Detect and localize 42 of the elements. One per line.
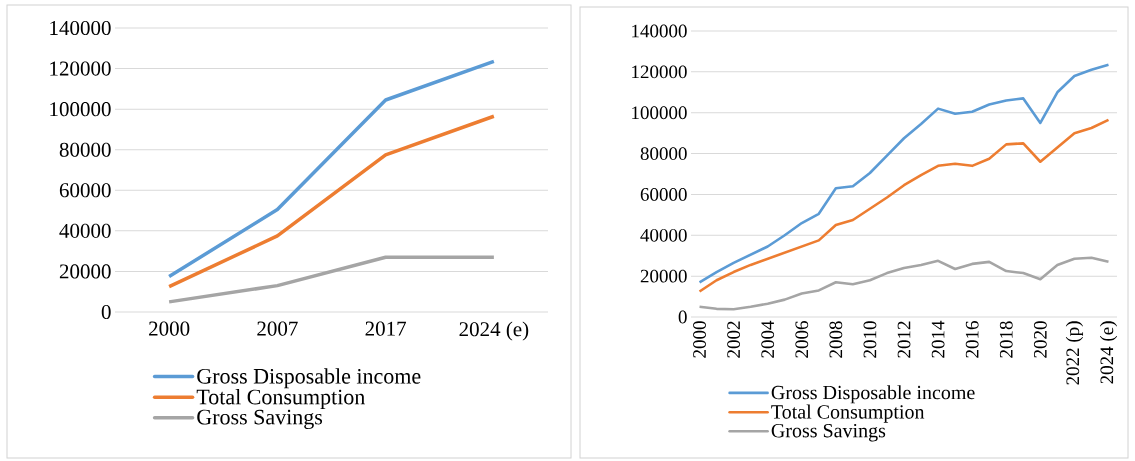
x-tick-label: 2017 (365, 321, 407, 336)
x-tick-label: 2018 (999, 321, 1013, 358)
y-tick-label: 80000 (640, 147, 687, 160)
line-series (167, 59, 496, 279)
y-tick-label: 140000 (632, 24, 687, 38)
y-tick-label: 0 (101, 304, 111, 320)
legend-label: Total Consumption (196, 388, 365, 409)
x-tick-label: 2012 (897, 321, 911, 358)
x-tick-label: 2008 (829, 321, 843, 358)
y-tick-label: 120000 (632, 65, 687, 79)
legend-label: Gross Disposable income (197, 368, 421, 389)
y-tick-label: 120000 (50, 61, 111, 76)
x-tick-label: 2022 (p) (1065, 321, 1084, 385)
legend-label: Gross Disposable income (771, 385, 975, 404)
y-tick-label: 140000 (50, 20, 111, 36)
y-tick-label: 100000 (50, 102, 111, 117)
legend-label: Gross Savings (197, 409, 323, 430)
y-tick-label: 60000 (640, 188, 687, 201)
y-tick-label: 40000 (59, 223, 111, 238)
y-tick-label: 100000 (632, 106, 687, 120)
line-series (167, 114, 496, 289)
y-tick-label: 60000 (59, 183, 111, 198)
y-tick-label: 20000 (59, 264, 111, 279)
x-tick-label: 2000 (149, 321, 190, 336)
y-tick-label: 80000 (59, 142, 111, 157)
y-tick-label: 40000 (640, 228, 687, 242)
x-tick-label: 2004 (761, 320, 775, 358)
x-tick-label: 2020 (1033, 321, 1047, 358)
x-tick-label: 2000 (693, 321, 706, 358)
x-tick-label: 2024 (e) (459, 321, 529, 341)
x-tick-label: 2002 (727, 321, 741, 358)
y-tick-label: 20000 (640, 269, 687, 283)
x-tick-label: 2007 (257, 321, 298, 336)
legend-label: Total Consumption (771, 404, 925, 423)
line-series (698, 256, 1110, 311)
x-tick-label: 2024 (e) (1099, 321, 1118, 384)
x-tick-label: 2006 (795, 321, 809, 358)
y-tick-label: 0 (678, 310, 687, 324)
x-tick-label: 2016 (965, 321, 979, 358)
legend-label: Gross Savings (771, 423, 886, 442)
x-tick-label: 2010 (863, 321, 877, 358)
x-tick-label: 2014 (931, 320, 945, 358)
